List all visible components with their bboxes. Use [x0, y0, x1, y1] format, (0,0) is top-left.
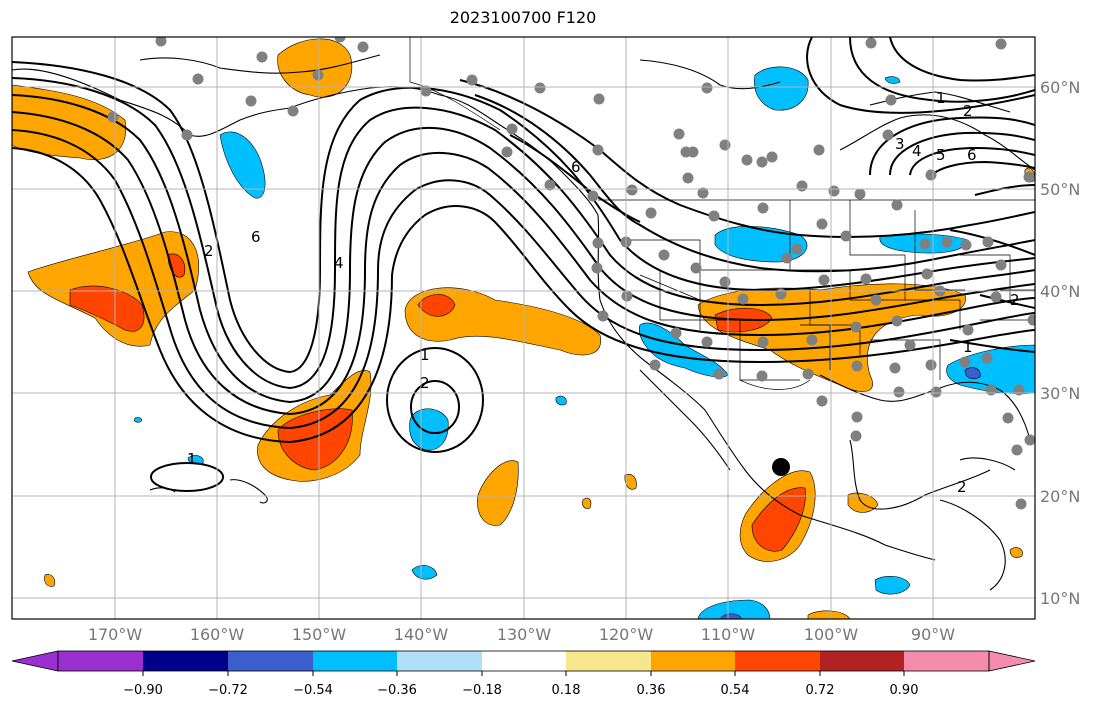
lat-label: 10°N — [1040, 589, 1080, 608]
contour-label: 2 — [963, 102, 973, 120]
colorbar-label: 0.90 — [890, 683, 919, 698]
lat-label: 40°N — [1040, 282, 1080, 301]
lat-label: 50°N — [1040, 180, 1080, 199]
station-markers — [107, 37, 1035, 510]
colorbar-outline — [57, 650, 990, 672]
contour-label: 2 — [957, 478, 967, 496]
colorbar-segment — [904, 651, 989, 671]
colorbar-segment — [820, 651, 904, 671]
lon-label: 160°W — [190, 625, 245, 644]
map-plot-area: 1 2 1 2 3 4 5 6 6 4 2 6 1 2 1 2 — [12, 37, 1035, 619]
map-title: 2023100700 F120 — [449, 8, 597, 27]
colorbar-label: 0.18 — [552, 683, 581, 698]
lon-label: 90°W — [911, 625, 955, 644]
colorbar-label: −0.54 — [293, 683, 333, 698]
map-frame — [11, 36, 1036, 620]
colorbar-segment — [566, 651, 651, 671]
colorbar-label: 0.54 — [721, 683, 750, 698]
lon-label: 100°W — [804, 625, 859, 644]
colorbar-segment — [58, 651, 143, 671]
colorbar-segment — [397, 651, 482, 671]
colorbar-segment — [651, 651, 735, 671]
storm-center-marker — [772, 458, 790, 476]
colorbar-segment — [228, 651, 313, 671]
colorbar-label: 0.36 — [637, 683, 666, 698]
longitude-labels: 170°W 160°W 150°W 140°W 130°W 120°W 110°… — [88, 625, 955, 644]
contour-label: 6 — [571, 158, 581, 176]
lat-label: 20°N — [1040, 487, 1080, 506]
colorbar-label: −0.90 — [123, 683, 163, 698]
contour-label: 3 — [895, 135, 905, 153]
colorbar-labels: −0.90 −0.72 −0.54 −0.36 −0.18 0.18 0.36 … — [123, 683, 918, 698]
contour-label: 2 — [1010, 291, 1020, 309]
lon-label: 170°W — [88, 625, 143, 644]
contour-label: 2 — [420, 374, 430, 392]
colorbar-segment — [143, 651, 228, 671]
lat-label: 30°N — [1040, 384, 1080, 403]
colorbar-high-extend — [988, 650, 1036, 672]
contour-label: 4 — [912, 142, 922, 160]
contour-labels: 1 2 1 2 3 4 5 6 6 4 2 6 1 2 1 2 — [187, 89, 1020, 496]
colorbar-label: −0.36 — [377, 683, 417, 698]
colorbar-segment — [735, 651, 820, 671]
colorbar-low-extend — [11, 650, 59, 672]
gridlines — [12, 37, 1035, 619]
contour-label: 1 — [936, 89, 946, 107]
lon-label: 110°W — [701, 625, 756, 644]
contour-label: 6 — [251, 228, 261, 246]
colorbar-label: 0.72 — [806, 683, 835, 698]
colorbar-segment — [482, 651, 566, 671]
colorbar-ticks — [142, 671, 905, 676]
lon-label: 130°W — [497, 625, 552, 644]
contour-label: 5 — [936, 146, 946, 164]
latitude-labels: 60°N 50°N 40°N 30°N 20°N 10°N — [1040, 78, 1080, 608]
anomaly-shading — [12, 38, 1035, 619]
colorbar: −0.90 −0.72 −0.54 −0.36 −0.18 0.18 0.36 … — [11, 650, 1036, 698]
colorbar-label: −0.18 — [462, 683, 502, 698]
contour-label: 2 — [204, 242, 214, 260]
contour-label: 1 — [187, 450, 197, 468]
height-contours — [12, 37, 1035, 492]
contour-label: 1 — [420, 346, 430, 364]
lon-label: 150°W — [292, 625, 347, 644]
colorbar-segment — [313, 651, 397, 671]
contour-label: 6 — [967, 146, 977, 164]
colorbar-label: −0.72 — [208, 683, 248, 698]
lon-label: 120°W — [599, 625, 654, 644]
contour-label: 4 — [334, 254, 344, 272]
lon-label: 140°W — [394, 625, 449, 644]
lat-label: 60°N — [1040, 78, 1080, 97]
contour-label: 1 — [963, 338, 973, 356]
